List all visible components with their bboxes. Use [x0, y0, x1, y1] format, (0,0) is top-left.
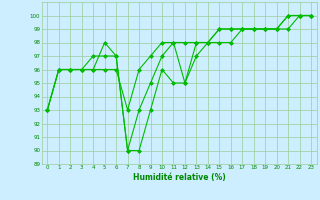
X-axis label: Humidité relative (%): Humidité relative (%) [133, 173, 226, 182]
